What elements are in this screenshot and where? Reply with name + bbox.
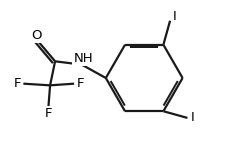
Text: O: O (32, 29, 42, 42)
Text: F: F (14, 77, 21, 90)
Text: I: I (173, 10, 177, 23)
Text: F: F (76, 77, 84, 90)
Text: I: I (191, 111, 194, 124)
Text: F: F (45, 107, 52, 120)
Text: NH: NH (74, 52, 93, 65)
